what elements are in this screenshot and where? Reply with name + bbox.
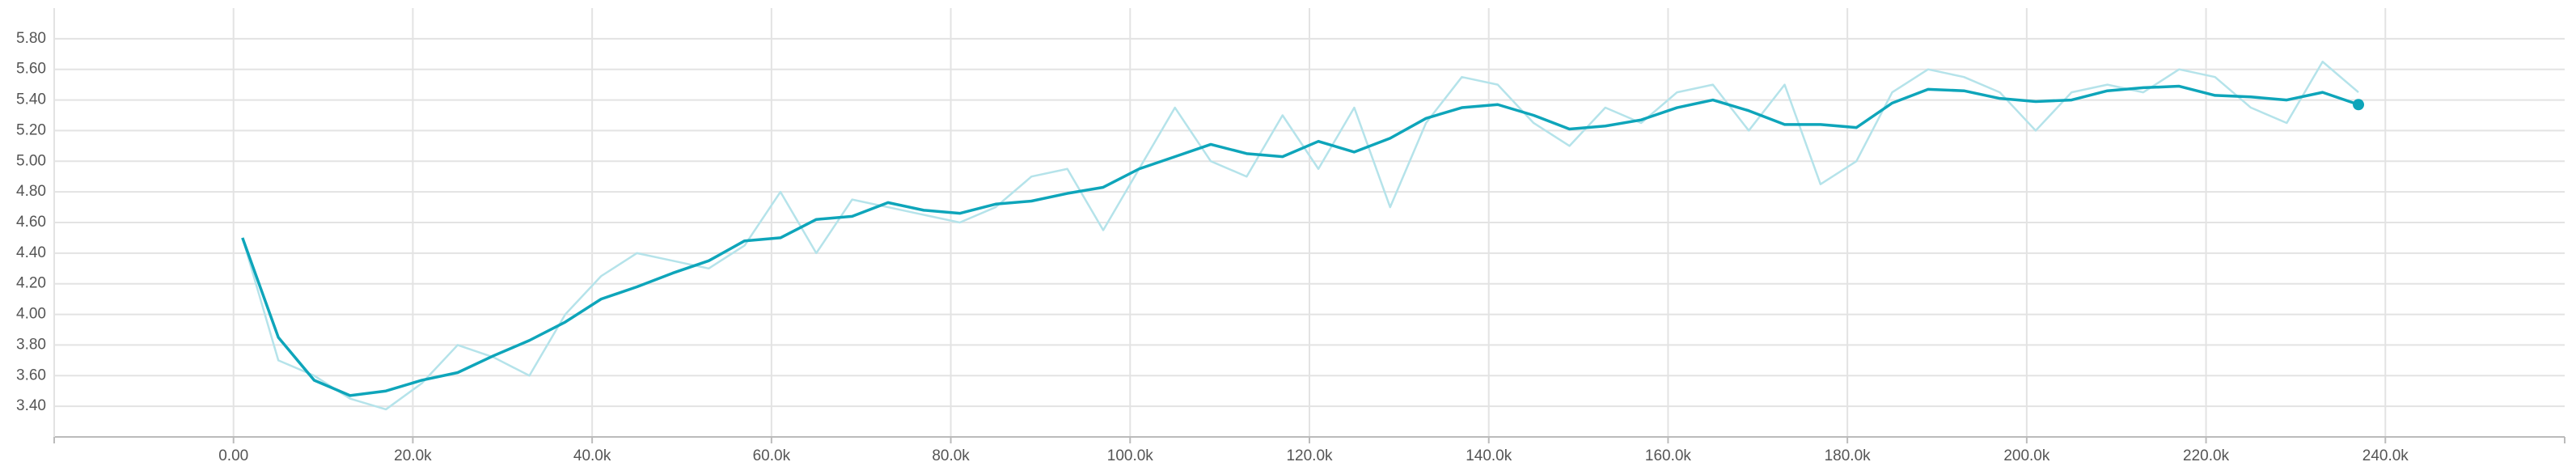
x-tick-label: 60.0k [753, 447, 791, 462]
x-tick-label: 80.0k [932, 447, 970, 462]
y-tick-label: 5.20 [16, 121, 46, 138]
y-tick-label: 4.20 [16, 275, 46, 292]
x-tick-label: 40.0k [573, 447, 611, 462]
x-tick-label: 180.0k [1825, 447, 1872, 462]
x-tick-label: 20.0k [394, 447, 432, 462]
x-tick-label: 140.0k [1466, 447, 1512, 462]
x-tick-label: 120.0k [1286, 447, 1333, 462]
y-tick-label: 4.80 [16, 183, 46, 200]
y-tick-label: 5.80 [16, 30, 46, 47]
y-tick-label: 4.40 [16, 244, 46, 261]
series-line [241, 61, 2359, 411]
x-tick-label: 100.0k [1107, 447, 1154, 462]
y-tick-label: 3.80 [16, 336, 46, 353]
x-tick-label: 240.0k [2362, 447, 2409, 462]
x-tick-label: 160.0k [1645, 447, 1692, 462]
end-point [2353, 99, 2365, 111]
y-tick-label: 5.40 [16, 91, 46, 108]
y-tick-label: 4.60 [16, 214, 46, 231]
x-tick-label: 220.0k [2183, 447, 2230, 462]
series-line [241, 84, 2359, 397]
x-tick-label: 0.00 [218, 447, 248, 462]
y-tick-label: 5.60 [16, 61, 46, 78]
y-tick-label: 5.00 [16, 152, 46, 169]
x-tick-label: 200.0k [2003, 447, 2050, 462]
y-tick-label: 3.60 [16, 367, 46, 384]
y-tick-label: 4.00 [16, 306, 46, 323]
y-tick-label: 3.40 [16, 397, 46, 414]
